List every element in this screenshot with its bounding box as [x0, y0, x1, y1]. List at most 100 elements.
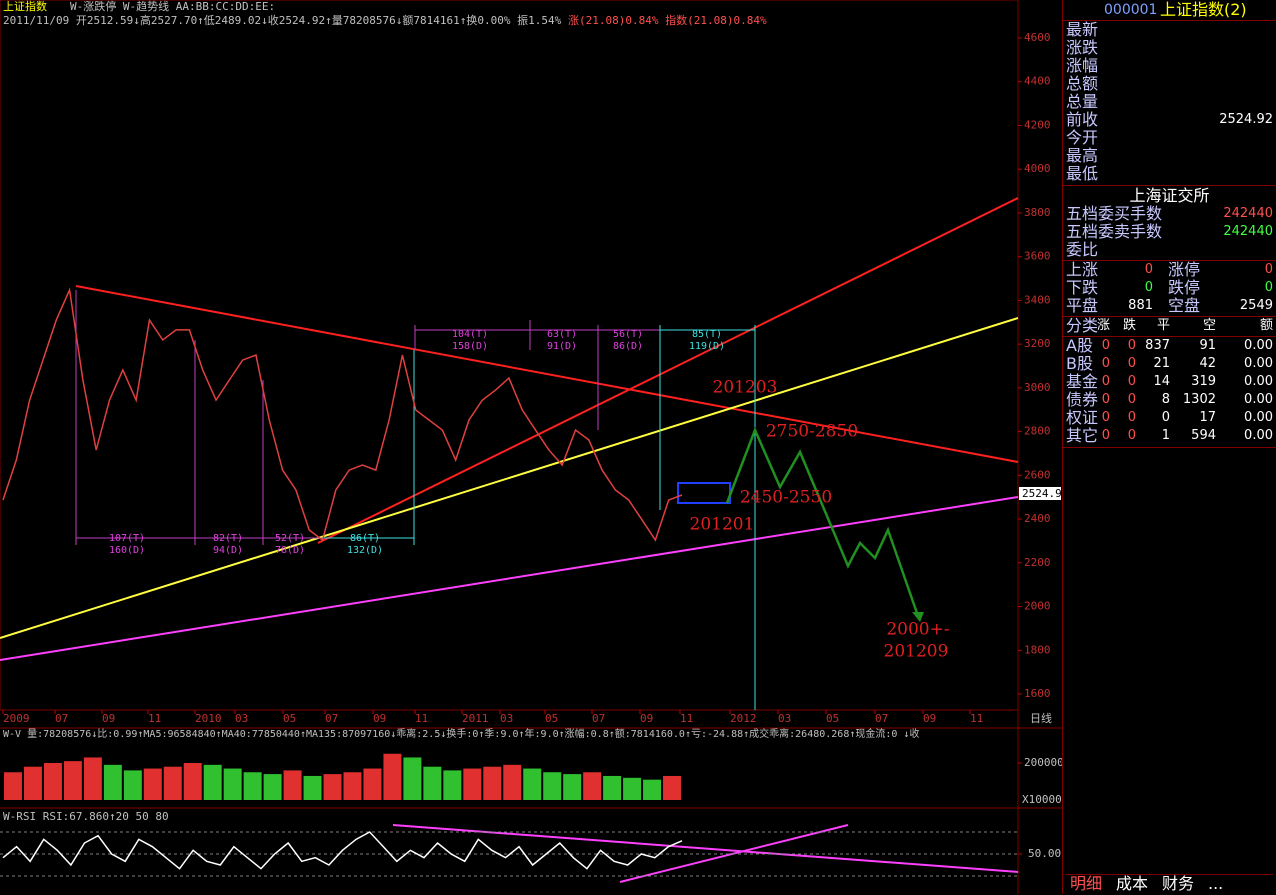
cell: 涨	[1096, 318, 1110, 333]
quote-row: 总量	[1066, 93, 1273, 111]
cycle-t: 56(T)	[613, 329, 643, 340]
tab[interactable]: ...	[1208, 874, 1224, 893]
table-row: A股 0 0 837 91 0.00	[1066, 337, 1273, 355]
order-row: 五档委买手数 242440	[1066, 205, 1273, 223]
cell: A股	[1066, 336, 1093, 355]
y-tick-label: 4200	[1024, 118, 1051, 131]
breadth-row: 上涨 0 涨停 0	[1066, 261, 1273, 279]
volume-bar	[243, 772, 262, 800]
volume-bar	[543, 772, 562, 800]
arrow-head	[912, 612, 924, 622]
cell: 0.00	[1244, 356, 1273, 371]
quote-row: 最低	[1066, 165, 1273, 183]
value: 0	[1264, 280, 1273, 295]
rsi-line	[2, 831, 683, 870]
cell: 分类	[1066, 316, 1099, 335]
x-tick-label: 2011	[462, 712, 489, 725]
quote-row: 涨幅	[1066, 57, 1273, 75]
value: 881	[1128, 298, 1153, 313]
x-tick-label: 09	[373, 712, 386, 725]
table-row: 基金 0 0 14 319 0.00	[1066, 373, 1273, 391]
y-tick-label: 4600	[1024, 31, 1051, 44]
label: 涨幅	[1066, 56, 1099, 75]
cell: 0	[1161, 410, 1170, 425]
tabs: 明细 成本 财务...	[1066, 874, 1273, 895]
x-tick-label: 03	[235, 712, 248, 725]
cell: 0	[1101, 410, 1110, 425]
exchange: 上海证交所	[1129, 186, 1210, 205]
breadth-row: 下跌 0 跌停 0	[1066, 279, 1273, 297]
cycle-d: 91(D)	[547, 341, 577, 352]
volume-bar	[623, 777, 642, 800]
y-tick-label: 2600	[1024, 468, 1051, 481]
cell: 0	[1101, 374, 1110, 389]
quote-panel: 000001 上证指数(2) 最新 涨跌 涨幅 总额 总量 前收 2524.92 今开 最高 最低 上海…	[1062, 0, 1276, 894]
volume-bar	[603, 775, 622, 800]
cell: B股	[1066, 354, 1093, 373]
y-tick-label: 2000	[1024, 600, 1051, 613]
value: 0	[1144, 262, 1153, 277]
volume-tick-label: 200000	[1024, 756, 1062, 769]
x-tick-label: 07	[592, 712, 605, 725]
cycle-t: 63(T)	[547, 329, 577, 340]
cell: 0	[1127, 356, 1136, 371]
volume-bar	[163, 766, 182, 800]
y-tick-label: 4400	[1024, 75, 1051, 88]
sep	[1063, 20, 1276, 21]
cell: 0	[1101, 356, 1110, 371]
x-tick-label: 05	[283, 712, 296, 725]
quote-row: 前收 2524.92	[1066, 111, 1273, 129]
cell: 空	[1202, 318, 1216, 333]
panel-title: 000001 上证指数(2)	[1066, 1, 1273, 19]
value: 242440	[1223, 224, 1273, 239]
value: 2549	[1239, 298, 1273, 313]
cell: 0	[1127, 428, 1136, 443]
sep	[1063, 336, 1276, 337]
cell: 8	[1161, 392, 1170, 407]
volume-bar	[503, 764, 522, 800]
volume-bar	[663, 775, 681, 800]
tab[interactable]: 成本	[1116, 874, 1149, 893]
cell: 91	[1199, 338, 1216, 353]
volume-bar	[43, 763, 62, 800]
x-tick-label: 05	[826, 712, 839, 725]
order-row: 五档委卖手数 242440	[1066, 223, 1273, 241]
sep	[1063, 185, 1276, 186]
volume-bar	[303, 775, 322, 800]
volume-bar	[123, 770, 142, 800]
trend-line	[75, 285, 1019, 463]
volume-bar	[103, 764, 122, 800]
cell: 0	[1127, 374, 1136, 389]
volume-bar	[343, 772, 362, 800]
annotation: 2450-2550	[740, 488, 832, 508]
cell: 319	[1191, 374, 1216, 389]
volume-bar	[363, 768, 382, 800]
cell: 0.00	[1244, 374, 1273, 389]
cell: 0.00	[1244, 410, 1273, 425]
cell: 债券	[1066, 390, 1099, 409]
cell: 0.00	[1244, 392, 1273, 407]
code: 000001	[1104, 2, 1158, 18]
cycle-t: 82(T)	[213, 533, 243, 544]
cell: 基金	[1066, 372, 1099, 391]
volume-bar	[523, 768, 542, 800]
x-tick-label: 05	[545, 712, 558, 725]
y-tick-label: 2400	[1024, 512, 1051, 525]
cycle-t: 104(T)	[452, 329, 488, 340]
x-tick-label: 07	[875, 712, 888, 725]
trend-line	[0, 317, 1019, 639]
cell: 594	[1191, 428, 1216, 443]
tab[interactable]: 财务	[1162, 874, 1195, 893]
cell: 0	[1127, 392, 1136, 407]
cycle-d: 78(D)	[275, 545, 305, 556]
quote-row: 最高	[1066, 147, 1273, 165]
quote-row: 今开	[1066, 129, 1273, 147]
label: 跌停	[1168, 278, 1201, 297]
x-tick-label: 2009	[3, 712, 30, 725]
tab[interactable]: 明细	[1070, 874, 1103, 893]
value: 0	[1264, 262, 1273, 277]
volume-bar	[203, 764, 222, 800]
label: 平盘	[1066, 296, 1099, 315]
y-tick-label: 3000	[1024, 381, 1051, 394]
